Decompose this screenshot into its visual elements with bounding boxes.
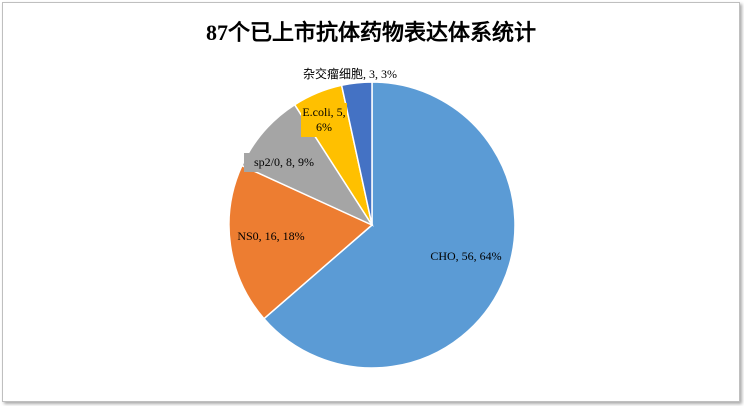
data-label: sp2/0, 8, 9% [244, 153, 324, 172]
data-label: E.coli, 5, 6% [301, 103, 347, 137]
pie-slice [228, 164, 374, 320]
pie-slice [340, 81, 373, 226]
chart-title: 87个已上市抗体药物表达体系统计 [205, 20, 536, 45]
pie-slice [262, 81, 516, 369]
data-label: CHO, 56, 64% [430, 249, 502, 263]
data-label: 杂交瘤细胞, 3, 3% [303, 67, 397, 81]
data-label: NS0, 16, 18% [237, 229, 305, 243]
chart-frame: 87个已上市抗体药物表达体系统计 CHO, 56, 64% NS0, 16, 18… [2, 2, 740, 402]
pie-chart [228, 81, 516, 369]
